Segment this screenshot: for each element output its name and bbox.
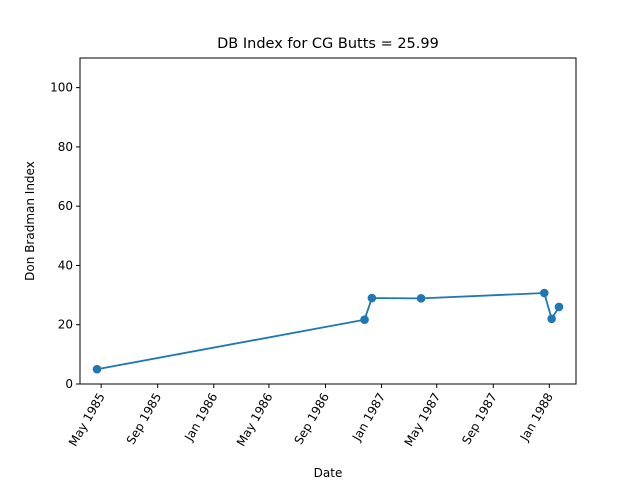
y-tick-label: 60 (58, 199, 73, 213)
data-point (554, 302, 564, 312)
data-point (539, 288, 549, 298)
chart-title: DB Index for CG Butts = 25.99 (217, 36, 439, 52)
data-point (92, 364, 102, 374)
y-tick-label: 80 (58, 140, 73, 154)
x-axis-label: Date (314, 466, 343, 480)
y-tick-label: 0 (65, 377, 73, 391)
data-point (367, 293, 377, 303)
y-axis-ticks: 0 20 40 60 80 100 (50, 81, 80, 391)
data-point (416, 294, 426, 303)
y-tick-label: 100 (50, 81, 73, 95)
plot-area (79, 57, 577, 385)
y-axis-label: Don Bradman Index (23, 161, 37, 281)
data-point (547, 314, 556, 324)
axes-frame (79, 57, 577, 385)
y-tick-label: 40 (58, 258, 73, 272)
data-point (360, 315, 369, 324)
y-tick-label: 20 (58, 318, 73, 332)
